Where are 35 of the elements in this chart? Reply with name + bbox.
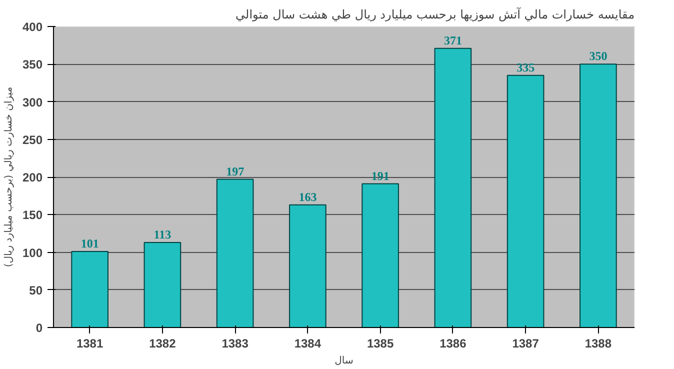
x-axis-title: سال	[334, 356, 354, 366]
x-tick-label: 1381	[76, 336, 104, 350]
data-label: 197	[226, 164, 244, 178]
bar	[506, 74, 544, 328]
bar	[580, 64, 617, 328]
y-axis-title: ميزان خسارت ريالي (برحسب ميليارد ريال)	[3, 86, 14, 268]
x-tick-label: 1387	[512, 336, 540, 350]
bar	[289, 204, 326, 328]
y-tick-label: 100	[22, 246, 43, 260]
y-tick-label: 400	[22, 20, 43, 34]
y-tick-label: 350	[22, 58, 43, 72]
y-tick-label: 0	[36, 321, 43, 335]
y-tick-label: 50	[29, 283, 43, 298]
data-label: 335	[516, 60, 535, 74]
bar	[216, 178, 254, 328]
data-label: 163	[298, 190, 317, 204]
bar	[71, 250, 108, 328]
data-label: 113	[154, 227, 172, 242]
x-tick-label: 1384	[294, 336, 322, 350]
chart-title: مقايسه خسارات مالي آتش سوزيها برحسب ميليارد ريال طي هشت سال متوالي	[236, 6, 635, 22]
x-tick-label: 1386	[440, 336, 467, 350]
data-label: 371	[444, 33, 462, 48]
y-tick-label: 150	[22, 208, 43, 222]
x-tick-label: 1383	[222, 336, 249, 350]
y-tick-label: 200	[22, 170, 43, 184]
data-label: 101	[80, 236, 99, 250]
x-tick-label: 1385	[366, 336, 394, 350]
y-tick-label: 300	[22, 95, 43, 110]
y-tick-label: 250	[22, 132, 43, 147]
bar	[362, 183, 399, 328]
x-tick-label: 1382	[149, 336, 176, 350]
bar	[144, 242, 182, 328]
data-label: 350	[589, 49, 608, 64]
x-tick-label: 1388	[584, 336, 612, 350]
bar	[434, 48, 472, 328]
